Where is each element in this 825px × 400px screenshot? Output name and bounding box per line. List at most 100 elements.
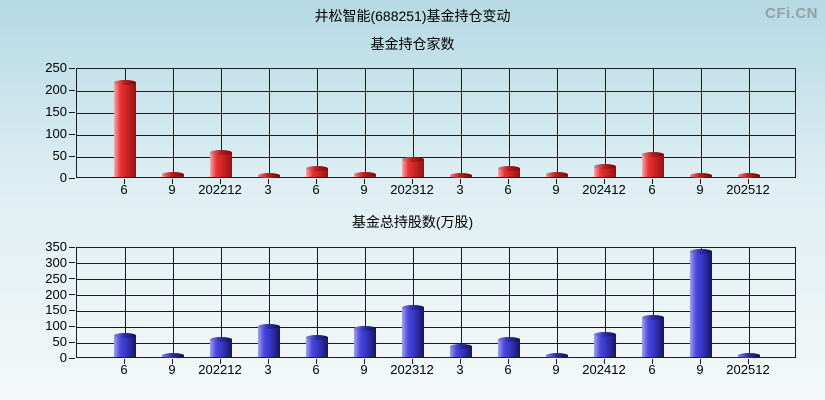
x-axis-tick-label: 202312 [390, 362, 434, 377]
bar-top-cap [402, 304, 424, 310]
x-axis-tick-label: 9 [168, 362, 176, 377]
x-axis-tick-label: 3 [456, 182, 464, 197]
gridline-vertical [652, 69, 654, 177]
gridline-horizontal [77, 310, 795, 312]
x-axis-tick-label: 6 [648, 362, 656, 377]
x-axis-tick-label: 202312 [390, 182, 434, 197]
bar [306, 335, 328, 357]
cfi-cn-watermark: CFi.CN [765, 5, 818, 22]
bar [114, 80, 136, 177]
bar [114, 332, 136, 357]
bar [498, 337, 520, 357]
bar [402, 156, 424, 177]
bar-top-cap [690, 248, 712, 254]
bar [690, 173, 712, 178]
x-axis-tick [123, 179, 125, 184]
bar-top-cap [498, 337, 520, 343]
x-axis-tick-label: 9 [168, 182, 176, 197]
x-axis-tick [603, 179, 605, 184]
gridline-horizontal [77, 134, 795, 136]
x-axis-tick [603, 359, 605, 364]
x-axis-tick-label: 6 [648, 182, 656, 197]
y-axis-tick-label: 250 [45, 270, 67, 286]
x-axis-tick [459, 179, 461, 184]
bar-top-cap [546, 172, 568, 178]
x-axis-tick [171, 359, 173, 364]
bar-top-cap [642, 315, 664, 321]
bar [642, 315, 664, 357]
bar-top-cap [738, 353, 760, 358]
bar-top-cap [546, 353, 568, 358]
x-axis-tick [507, 359, 509, 364]
bar-top-cap [162, 171, 184, 177]
bar [594, 331, 616, 357]
gridline-vertical [172, 248, 174, 357]
x-axis-tick-label: 9 [552, 182, 560, 197]
gridline-horizontal [77, 156, 795, 158]
bar [210, 337, 232, 357]
y-axis-tick [69, 294, 75, 296]
gridline-vertical [412, 69, 414, 177]
gridline-vertical [700, 248, 702, 357]
x-axis-tick-label: 9 [360, 182, 368, 197]
gridline-vertical [124, 248, 126, 357]
x-axis-tick-label: 6 [120, 182, 128, 197]
gridline-vertical [604, 69, 606, 177]
bar [258, 324, 280, 357]
bar-top-cap [162, 353, 184, 358]
gridline-vertical [748, 69, 750, 177]
y-axis-tick [69, 341, 75, 343]
gridline-horizontal [77, 279, 795, 281]
bar [354, 172, 376, 178]
bar-top-cap [114, 80, 136, 86]
y-axis-tick-label: 150 [45, 104, 67, 119]
y-axis-tick [69, 309, 75, 311]
x-axis-tick-label: 3 [264, 362, 272, 377]
bar [210, 149, 232, 177]
gridline-vertical [316, 248, 318, 357]
gridline-horizontal [77, 295, 795, 297]
x-axis-tick-label: 3 [264, 182, 272, 197]
x-axis-tick [651, 359, 653, 364]
x-axis-tick [315, 359, 317, 364]
gridline-vertical [220, 69, 222, 177]
bar-top-cap [642, 151, 664, 157]
gridline-vertical [556, 69, 558, 177]
gridline-vertical [748, 248, 750, 357]
x-axis-tick [267, 359, 269, 364]
bar [690, 248, 712, 357]
bar-top-cap [210, 337, 232, 343]
gridline-vertical [700, 69, 702, 177]
y-axis-tick [69, 278, 75, 280]
y-axis-tick [69, 357, 75, 359]
x-axis-tick [219, 359, 221, 364]
x-axis-tick-label: 6 [312, 362, 320, 377]
bar-top-cap [354, 172, 376, 178]
gridline-vertical [460, 69, 462, 177]
x-axis-tick-label: 9 [696, 362, 704, 377]
gridline-vertical [652, 248, 654, 357]
x-axis-tick [651, 179, 653, 184]
bar-top-cap [594, 331, 616, 337]
y-axis-tick [69, 89, 75, 91]
bar-top-cap [450, 172, 472, 178]
bar [258, 172, 280, 178]
gridline-vertical [316, 69, 318, 177]
gridline-vertical [172, 69, 174, 177]
x-axis-tick-label: 202412 [582, 362, 626, 377]
y-axis-tick [69, 67, 75, 69]
bar-top-cap [450, 344, 472, 350]
bar [354, 326, 376, 357]
x-axis-tick [123, 359, 125, 364]
bar [162, 171, 184, 177]
bar-top-cap [594, 164, 616, 170]
y-axis-tick-label: 250 [45, 60, 67, 75]
y-axis-tick [69, 111, 75, 113]
bar-top-cap [114, 332, 136, 338]
gridline-vertical [124, 69, 126, 177]
bar [642, 151, 664, 177]
x-axis-tick [555, 359, 557, 364]
